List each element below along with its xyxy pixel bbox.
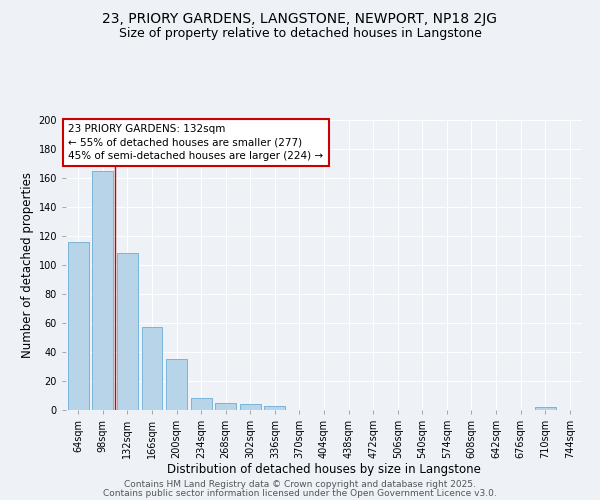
Text: Size of property relative to detached houses in Langstone: Size of property relative to detached ho… bbox=[119, 28, 481, 40]
Bar bbox=[166, 359, 187, 410]
Bar bbox=[68, 242, 89, 410]
Bar bbox=[142, 328, 163, 410]
Text: 23, PRIORY GARDENS, LANGSTONE, NEWPORT, NP18 2JG: 23, PRIORY GARDENS, LANGSTONE, NEWPORT, … bbox=[103, 12, 497, 26]
Bar bbox=[117, 254, 138, 410]
Bar bbox=[535, 407, 556, 410]
Bar bbox=[265, 406, 286, 410]
Text: 23 PRIORY GARDENS: 132sqm
← 55% of detached houses are smaller (277)
45% of semi: 23 PRIORY GARDENS: 132sqm ← 55% of detac… bbox=[68, 124, 323, 161]
Text: Contains public sector information licensed under the Open Government Licence v3: Contains public sector information licen… bbox=[103, 489, 497, 498]
Bar bbox=[191, 398, 212, 410]
Y-axis label: Number of detached properties: Number of detached properties bbox=[22, 172, 34, 358]
X-axis label: Distribution of detached houses by size in Langstone: Distribution of detached houses by size … bbox=[167, 462, 481, 475]
Text: Contains HM Land Registry data © Crown copyright and database right 2025.: Contains HM Land Registry data © Crown c… bbox=[124, 480, 476, 489]
Bar bbox=[215, 403, 236, 410]
Bar bbox=[92, 171, 113, 410]
Bar bbox=[240, 404, 261, 410]
